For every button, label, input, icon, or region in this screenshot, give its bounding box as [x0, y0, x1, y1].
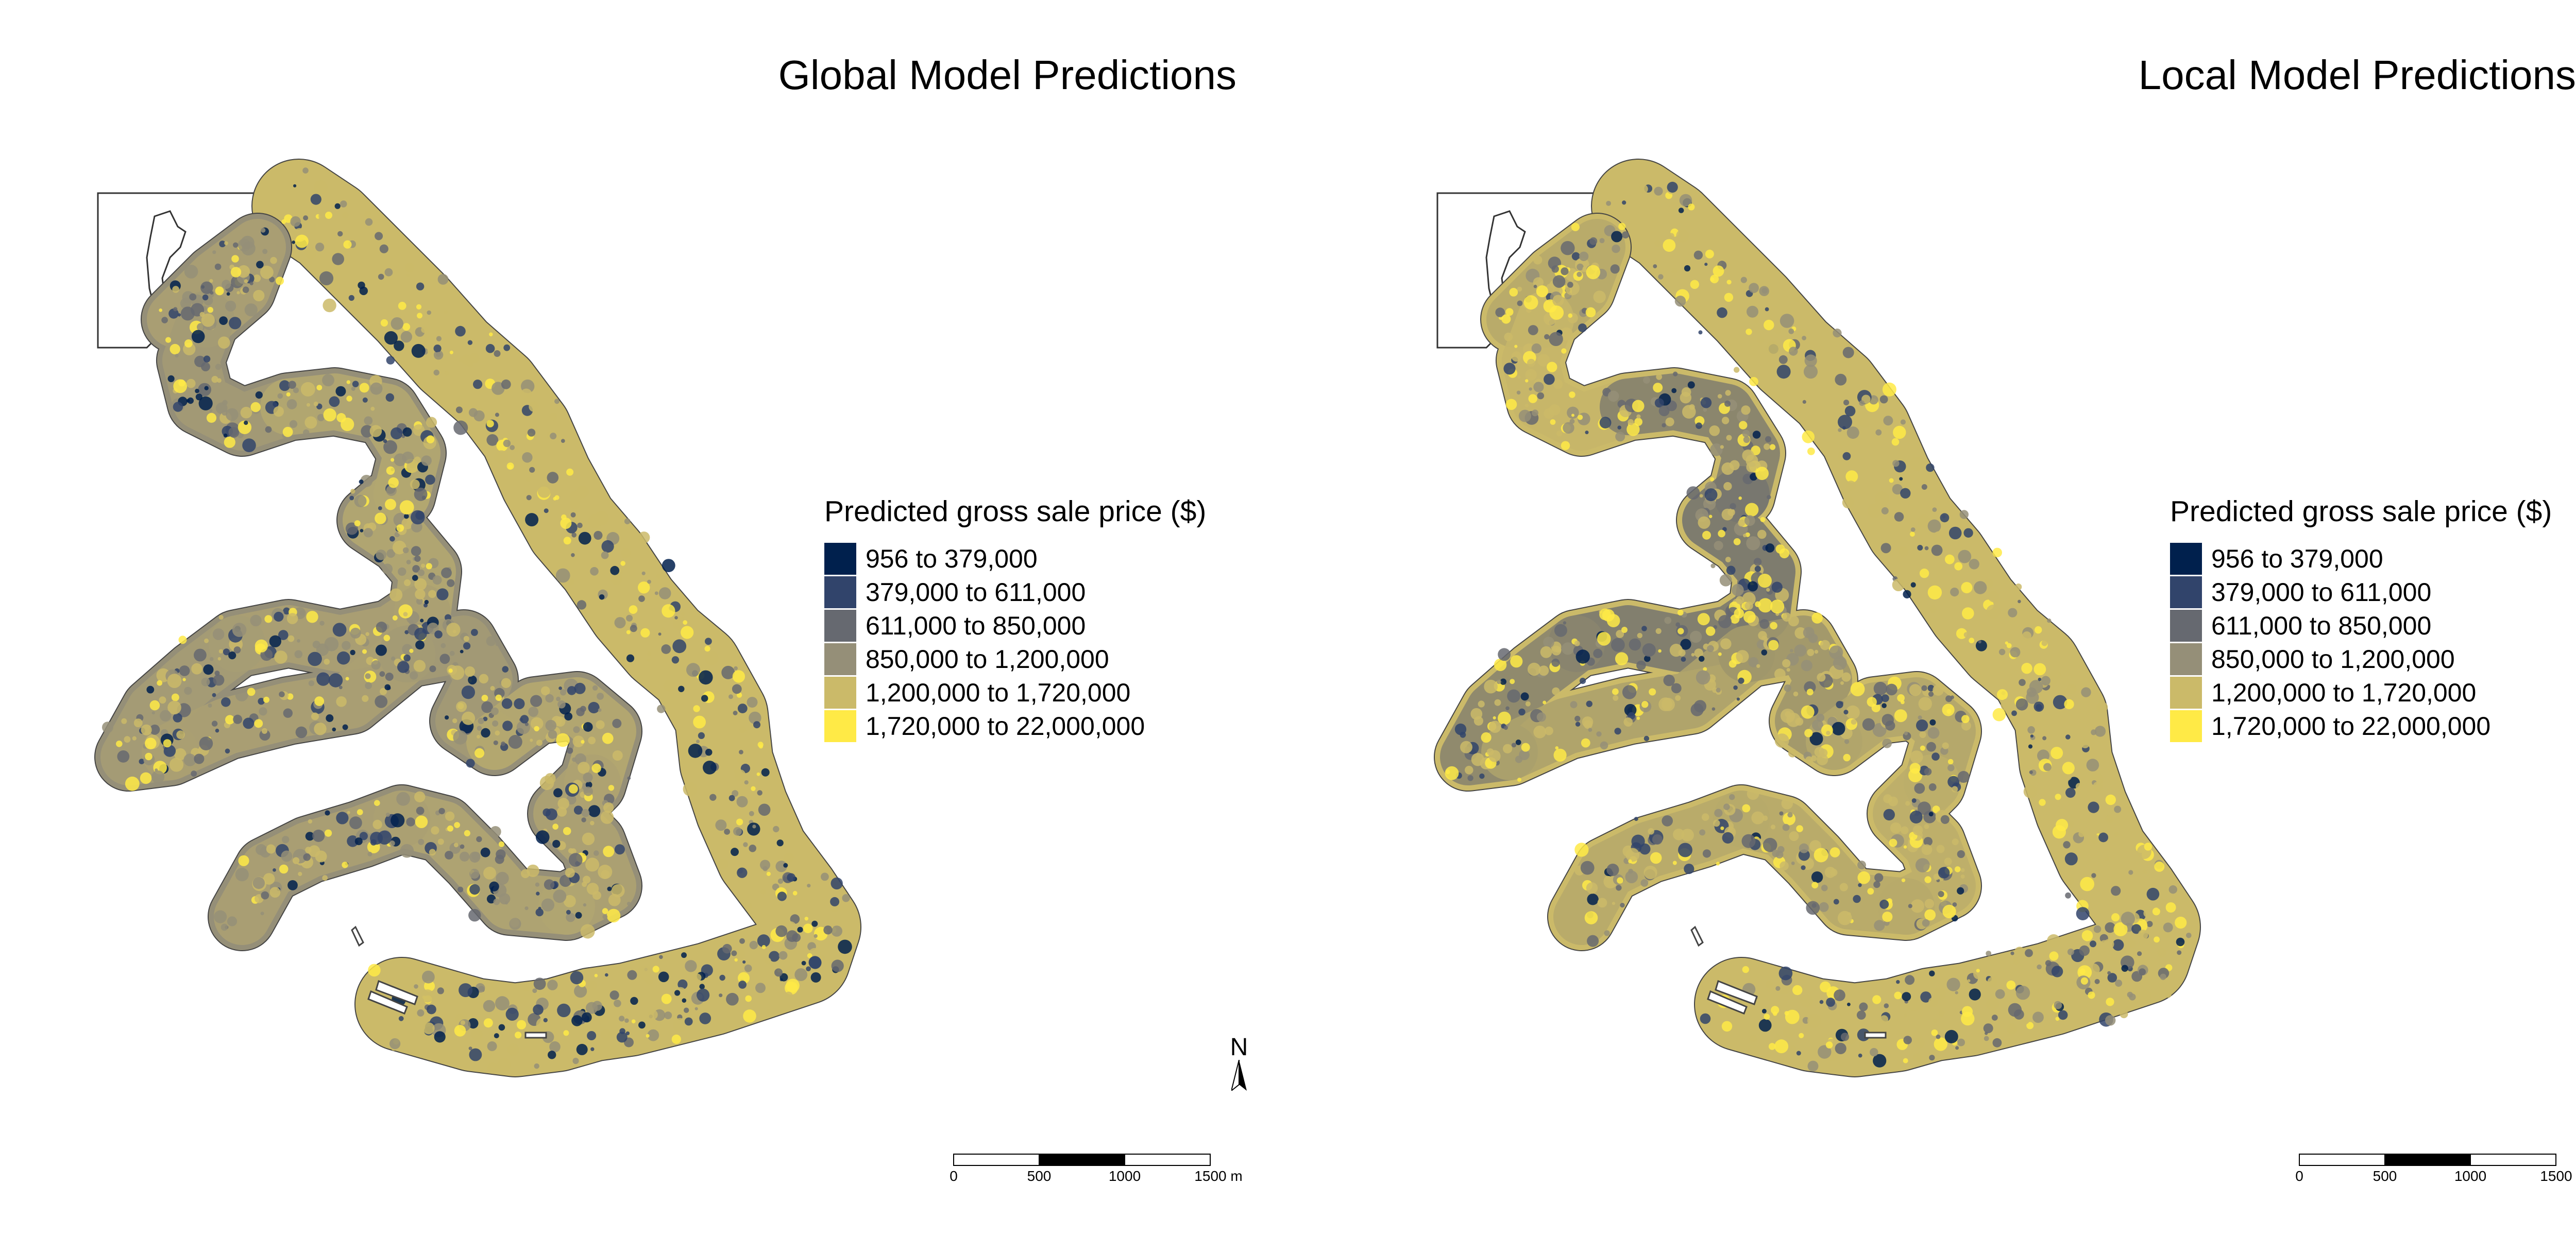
legend-item: 850,000 to 1,200,000: [824, 642, 1206, 676]
legend-item: 611,000 to 850,000: [2170, 609, 2552, 642]
legend: Predicted gross sale price ($) 956 to 37…: [824, 494, 1206, 743]
legend-swatch: [824, 609, 856, 642]
legend-swatch: [2170, 643, 2202, 675]
legend-swatch: [2170, 676, 2202, 709]
scale-bar: 0 500 1000 1500 m: [2294, 1154, 2576, 1184]
north-arrow: N: [2571, 1035, 2576, 1093]
map-title: Local Model Predictions: [2138, 52, 2576, 98]
legend-item: 850,000 to 1,200,000: [2170, 642, 2552, 676]
north-arrow: N: [1224, 1035, 1255, 1093]
legend-item: 1,720,000 to 22,000,000: [824, 709, 1206, 743]
legend-swatch: [2170, 576, 2202, 608]
legend-item: 379,000 to 611,000: [2170, 575, 2552, 609]
legend-item: 956 to 379,000: [2170, 542, 2552, 575]
legend-label: 1,720,000 to 22,000,000: [2211, 711, 2491, 741]
scale-tick-label: 1000: [2454, 1168, 2487, 1184]
north-label: N: [1230, 1034, 1248, 1061]
legend-label: 956 to 379,000: [2211, 544, 2383, 573]
legend-label: 850,000 to 1,200,000: [866, 644, 1109, 674]
legend-swatch: [824, 576, 856, 608]
scale-tick-label: 0: [950, 1168, 958, 1184]
scale-bar-graphic: [2299, 1154, 2556, 1166]
map-panel-global: Global Model Predictions Predicted gross…: [94, 52, 1255, 1184]
legend-label: 379,000 to 611,000: [866, 577, 1086, 607]
scale-tick-label: 1500 m: [2540, 1168, 2576, 1184]
legend-item: 1,720,000 to 22,000,000: [2170, 709, 2552, 743]
scale-tick-label: 1000: [1108, 1168, 1141, 1184]
map-title: Global Model Predictions: [778, 52, 1236, 98]
scale-tick-label: 500: [1027, 1168, 1052, 1184]
legend-item: 1,200,000 to 1,720,000: [2170, 676, 2552, 709]
legend-label: 850,000 to 1,200,000: [2211, 644, 2455, 674]
legend-item: 379,000 to 611,000: [824, 575, 1206, 609]
legend-swatch: [824, 643, 856, 675]
legend-title: Predicted gross sale price ($): [2170, 495, 2552, 528]
legend-swatch: [2170, 542, 2202, 575]
legend-label: 1,200,000 to 1,720,000: [866, 678, 1131, 707]
scale-tick-label: 1500 m: [1194, 1168, 1243, 1184]
legend-label: 1,720,000 to 22,000,000: [866, 711, 1145, 741]
legend-swatch: [2170, 710, 2202, 742]
scale-bar: 0 500 1000 1500 m: [948, 1154, 1243, 1184]
scale-tick-label: 500: [2372, 1168, 2397, 1184]
legend-swatch: [2170, 609, 2202, 642]
legend: Predicted gross sale price ($) 956 to 37…: [2170, 494, 2552, 743]
district-geometry: [1434, 159, 2201, 1077]
map-global: [94, 159, 861, 1077]
legend-swatch: [824, 710, 856, 742]
legend-swatch: [824, 542, 856, 575]
legend-swatch: [824, 676, 856, 709]
map-panel-local: Local Model Predictions Predicted gross …: [1340, 0, 2576, 1236]
legend-item: 956 to 379,000: [824, 542, 1206, 575]
legend-item: 1,200,000 to 1,720,000: [824, 676, 1206, 709]
legend-title: Predicted gross sale price ($): [824, 495, 1207, 528]
legend-label: 611,000 to 850,000: [2211, 611, 2432, 640]
scale-bar-graphic: [953, 1154, 1211, 1166]
district-geometry: [94, 159, 861, 1077]
legend-item: 611,000 to 850,000: [824, 609, 1206, 642]
map-local: [1434, 159, 2201, 1077]
legend-label: 956 to 379,000: [866, 544, 1038, 573]
north-label: N: [2571, 1035, 2576, 1060]
scale-tick-label: 0: [2295, 1168, 2303, 1184]
north-arrow-icon: [1230, 1059, 1247, 1092]
legend-label: 379,000 to 611,000: [2211, 577, 2432, 607]
legend-label: 611,000 to 850,000: [866, 611, 1086, 640]
legend-label: 1,200,000 to 1,720,000: [2211, 678, 2477, 707]
